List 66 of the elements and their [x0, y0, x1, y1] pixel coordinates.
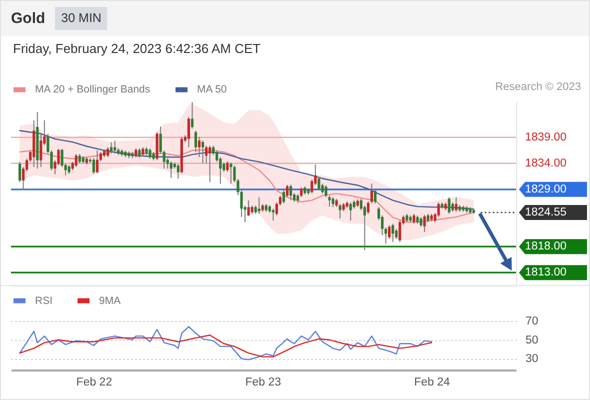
candlestick [40, 133, 42, 168]
candlestick [272, 208, 274, 222]
candlestick [18, 161, 22, 183]
text: 30 MIN [55, 7, 108, 30]
candlestick [201, 140, 204, 164]
candlestick [423, 214, 426, 233]
candlestick [392, 223, 394, 242]
candlestick [170, 160, 172, 178]
candlestick [106, 146, 110, 158]
y-tick-label: 1834.00 [524, 157, 567, 170]
x-tick-label: Feb 22 [76, 376, 112, 388]
candlestick [110, 142, 113, 154]
chart-subtitle: Friday, February 24, 2023 6:42:36 AM CET [13, 41, 261, 57]
candlestick [454, 196, 458, 212]
candlestick [198, 136, 201, 158]
candlestick [230, 162, 232, 184]
candlestick [349, 202, 352, 222]
legend-label: 9MA [99, 294, 121, 307]
candlestick [96, 150, 99, 174]
candlestick [420, 216, 422, 228]
candlestick [190, 102, 194, 130]
legend-label: RSI [35, 294, 53, 307]
line-series [19, 326, 432, 360]
candlestick [324, 184, 328, 198]
candlestick [289, 184, 292, 201]
candlestick [148, 148, 152, 160]
candlestick [448, 196, 450, 214]
y-tick-label: 1824.55 [524, 206, 567, 219]
candlestick [398, 220, 402, 242]
candlestick [282, 190, 286, 204]
candlestick [208, 145, 212, 183]
candlestick [310, 179, 314, 194]
text: Research © 2023 [495, 81, 581, 94]
line-series [19, 334, 432, 358]
legend-label: MA 20 + Bollinger Bands [35, 84, 150, 96]
chart-title: Gold [11, 10, 46, 27]
candlestick [388, 224, 391, 240]
candlestick [338, 203, 342, 220]
x-tick-label: Feb 24 [414, 376, 451, 388]
candlestick [258, 196, 260, 214]
candlestick [332, 196, 334, 208]
candlestick [328, 195, 331, 208]
candlestick [176, 163, 180, 179]
y-tick-label: 1813.00 [524, 266, 567, 279]
y-tick-label: 1839.00 [524, 131, 567, 144]
y-tick-label: 1829.00 [524, 183, 567, 196]
candlestick [412, 213, 416, 224]
y-tick-label: 50 [526, 334, 538, 346]
line-series [19, 130, 474, 210]
y-tick-label: 1818.00 [524, 240, 567, 253]
legend-label: MA 50 [197, 84, 227, 96]
candlestick [74, 154, 78, 168]
candlestick [92, 158, 96, 174]
candlestick [78, 154, 81, 164]
candlestick [194, 130, 198, 152]
candlestick [451, 202, 454, 212]
candlestick [134, 148, 138, 158]
candlestick [226, 160, 229, 172]
candlestick [286, 184, 289, 198]
candlestick [437, 202, 440, 218]
candlestick [114, 140, 116, 154]
y-tick-label: 30 [526, 353, 538, 366]
x-tick-label: Feb 23 [245, 376, 282, 388]
candlestick [138, 148, 141, 158]
y-tick-label: 70 [526, 316, 538, 328]
candlestick [374, 188, 377, 204]
